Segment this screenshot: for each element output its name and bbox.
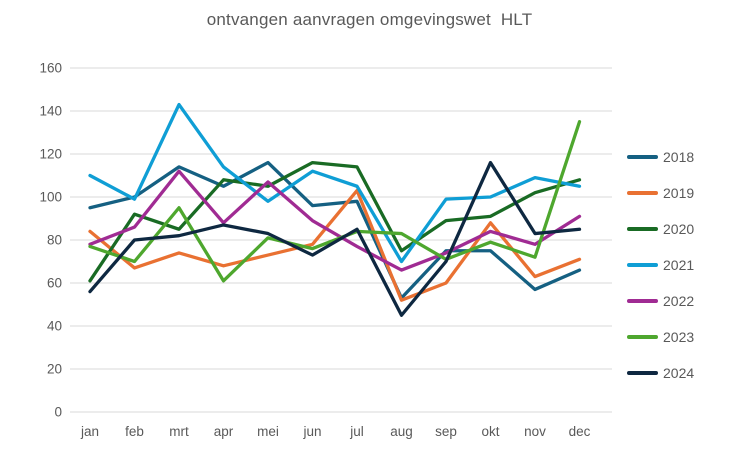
series-line-2020[interactable]: [88, 160, 582, 283]
y-axis-tick-label: 60: [47, 276, 62, 291]
y-axis-tick-label: 0: [54, 405, 62, 420]
legend-swatch-2018: [627, 155, 658, 159]
series-line-2021[interactable]: [88, 102, 582, 264]
legend-label: 2024: [663, 365, 695, 381]
legend-item-2019[interactable]: 2019: [627, 175, 694, 211]
legend-item-2021[interactable]: 2021: [627, 247, 694, 283]
x-axis-tick-label: nov: [524, 424, 546, 439]
legend-item-2023[interactable]: 2023: [627, 319, 694, 355]
legend-swatch-2023: [627, 335, 658, 339]
y-axis-tick-label: 160: [39, 61, 62, 76]
x-axis-tick-label: feb: [125, 424, 144, 439]
legend-item-2018[interactable]: 2018: [627, 139, 694, 175]
legend-item-2022[interactable]: 2022: [627, 283, 694, 319]
x-axis-tick-label: jun: [302, 424, 321, 439]
x-axis-tick-label: mrt: [169, 424, 189, 439]
series-line-2024[interactable]: [88, 160, 582, 317]
y-axis-tick-label: 100: [39, 190, 62, 205]
y-axis-tick-label: 140: [39, 104, 62, 119]
legend: 2018 2019 2020 2021 2022 2023 2024: [627, 139, 694, 391]
x-axis-tick-label: apr: [214, 424, 234, 439]
series-line-2023[interactable]: [88, 120, 582, 283]
series-line-2019[interactable]: [88, 188, 582, 302]
y-axis-tick-label: 20: [47, 362, 62, 377]
chart-title: ontvangen aanvragen omgevingswet HLT: [206, 10, 533, 29]
legend-label: 2019: [663, 185, 695, 201]
legend-item-2020[interactable]: 2020: [627, 211, 694, 247]
legend-label: 2023: [663, 329, 695, 345]
x-axis-tick-label: okt: [481, 424, 499, 439]
x-axis-tick-label: dec: [569, 424, 591, 439]
legend-swatch-2024: [627, 371, 658, 375]
y-axis-tick-label: 120: [39, 147, 62, 162]
legend-item-2024[interactable]: 2024: [627, 355, 694, 391]
x-axis-tick-label: mei: [257, 424, 279, 439]
legend-label: 2020: [663, 221, 695, 237]
x-axis-tick-label: aug: [390, 424, 413, 439]
x-axis-tick-label: sep: [435, 424, 457, 439]
series-line-2018[interactable]: [88, 160, 582, 300]
legend-label: 2022: [663, 293, 695, 309]
x-axis-tick-label: jan: [80, 424, 99, 439]
legend-swatch-2021: [627, 263, 658, 267]
legend-swatch-2022: [627, 299, 658, 303]
y-axis-tick-label: 40: [47, 319, 62, 334]
legend-label: 2018: [663, 149, 695, 165]
x-axis-tick-label: jul: [349, 424, 364, 439]
y-axis-tick-label: 80: [47, 233, 62, 248]
legend-swatch-2019: [627, 191, 658, 195]
legend-swatch-2020: [627, 227, 658, 231]
series-line-2022[interactable]: [88, 169, 582, 272]
legend-label: 2021: [663, 257, 695, 273]
